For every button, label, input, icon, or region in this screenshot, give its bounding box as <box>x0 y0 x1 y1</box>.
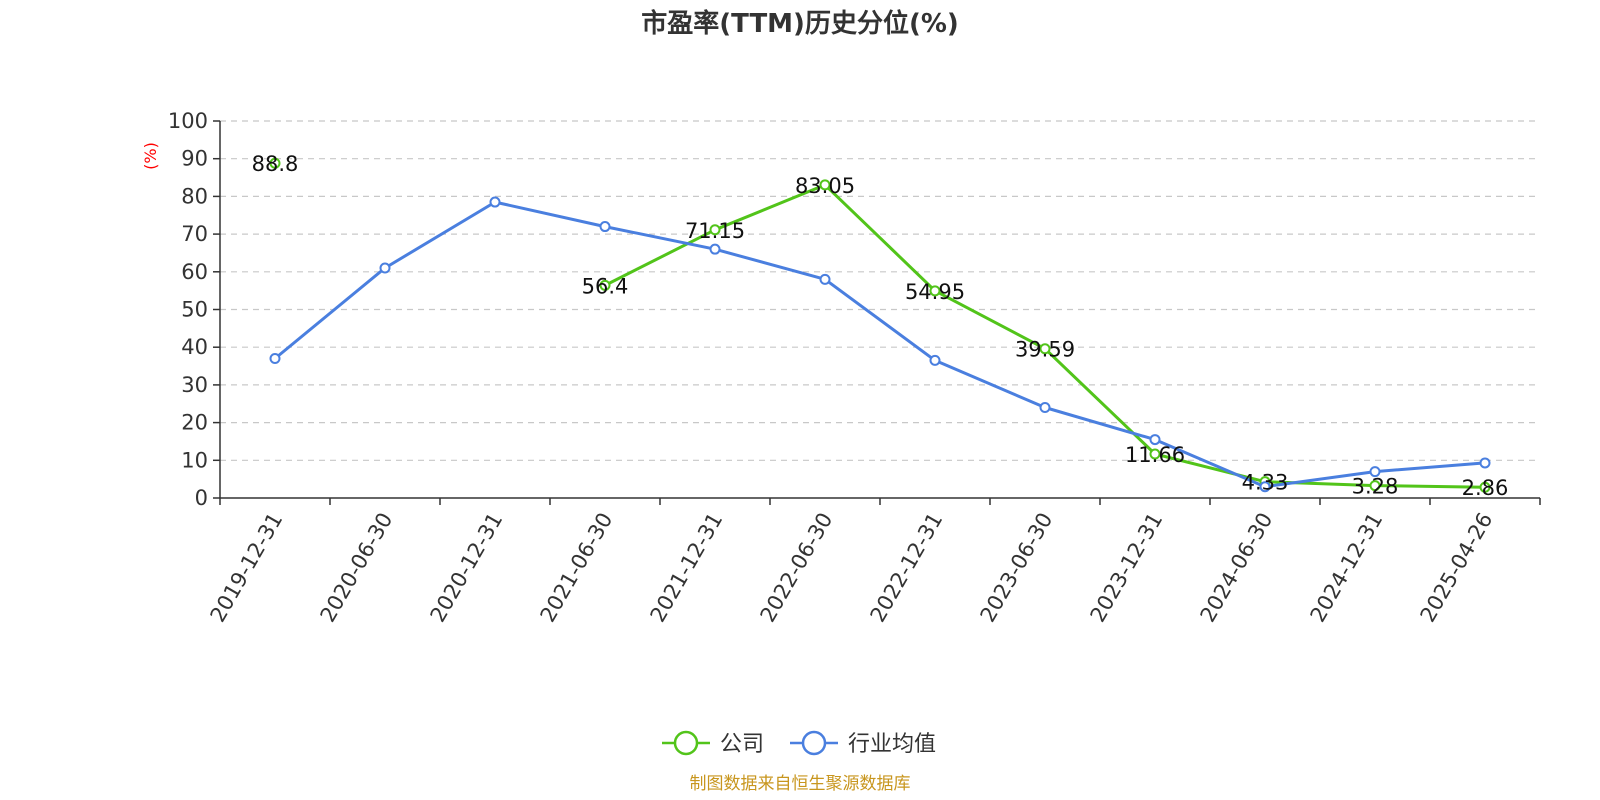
data-label: 4.33 <box>1242 471 1289 495</box>
data-labels: 88.8 56.4 71.15 83.05 54.95 39.59 11.66 4.33 3.2… <box>252 152 1509 500</box>
data-point[interactable] <box>1259 481 1271 493</box>
legend-marker-icon <box>673 730 699 756</box>
legend-marker-icon <box>801 730 827 756</box>
y-tick-label: 90 <box>181 147 208 171</box>
y-tick-label: 10 <box>181 448 208 472</box>
data-point[interactable] <box>599 279 611 291</box>
data-point[interactable] <box>709 224 721 236</box>
x-tick-label: 2019-12-31 <box>206 509 288 627</box>
data-point[interactable] <box>489 196 501 208</box>
data-label: 56.4 <box>582 274 629 298</box>
legend-item-1[interactable]: 行业均值 <box>790 730 936 757</box>
data-point[interactable] <box>1369 466 1381 478</box>
series-lines <box>274 183 1486 489</box>
data-point[interactable] <box>929 354 941 366</box>
data-point[interactable] <box>1369 480 1381 492</box>
y-axis-unit: (%) <box>141 142 160 170</box>
data-label: 39.59 <box>1015 338 1075 362</box>
data-point[interactable] <box>379 262 391 274</box>
y-tick-label: 60 <box>181 260 208 284</box>
data-point[interactable] <box>819 273 831 285</box>
data-point[interactable] <box>1149 448 1161 460</box>
source-note: 制图数据来自恒生聚源数据库 <box>690 774 911 794</box>
grid <box>220 120 1540 461</box>
x-ticks: 2019-12-31 2020-06-30 2020-12-31 2021-06-30… <box>206 498 1541 627</box>
x-tick-label: 2020-12-31 <box>426 509 508 627</box>
data-label: 54.95 <box>905 280 965 304</box>
data-label: 2.86 <box>1462 476 1509 500</box>
x-tick-label: 2022-12-31 <box>866 509 948 627</box>
x-tick-label: 2025-04-26 <box>1416 509 1498 627</box>
x-tick-label: 2021-12-31 <box>646 509 728 627</box>
data-point[interactable] <box>599 221 611 233</box>
legend[interactable]: 公司 行业均值 <box>662 730 936 757</box>
data-point[interactable] <box>709 243 721 255</box>
data-label: 3.28 <box>1352 475 1399 499</box>
y-tick-label: 100 <box>168 109 208 133</box>
y-tick-label: 30 <box>181 373 208 397</box>
legend-label: 行业均值 <box>848 732 936 757</box>
y-tick-label: 70 <box>181 222 208 246</box>
x-tick-label: 2023-12-31 <box>1086 509 1168 627</box>
data-point[interactable] <box>819 179 831 191</box>
data-label: 71.15 <box>685 219 745 243</box>
y-tick-label: 20 <box>181 411 208 435</box>
data-label: 83.05 <box>795 174 855 198</box>
x-tick-label: 2021-06-30 <box>536 509 618 627</box>
data-point[interactable] <box>1479 481 1491 493</box>
data-point[interactable] <box>1479 457 1491 469</box>
data-point[interactable] <box>1149 434 1161 446</box>
data-point[interactable] <box>1039 343 1051 355</box>
y-tick-label: 50 <box>181 298 208 322</box>
x-tick-label: 2024-06-30 <box>1196 509 1278 627</box>
legend-item-0[interactable]: 公司 <box>662 730 764 757</box>
data-point[interactable] <box>269 353 281 365</box>
data-point[interactable] <box>929 285 941 297</box>
y-tick-label: 80 <box>181 184 208 208</box>
data-label: 11.66 <box>1125 443 1185 467</box>
x-tick-label: 2023-06-30 <box>976 509 1058 627</box>
y-ticks: 0 10 20 30 40 50 60 70 80 90 100 <box>168 109 220 510</box>
x-tick-label: 2024-12-31 <box>1306 509 1388 627</box>
data-label: 88.8 <box>252 152 299 176</box>
y-tick-label: 40 <box>181 335 208 359</box>
legend-label: 公司 <box>720 732 764 757</box>
data-point[interactable] <box>269 157 281 169</box>
series-line-1 <box>274 200 1486 489</box>
chart-title: 市盈率(TTM)历史分位(%) <box>641 8 959 39</box>
x-tick-label: 2022-06-30 <box>756 509 838 627</box>
series-points <box>269 157 1491 493</box>
y-tick-label: 0 <box>195 486 208 510</box>
x-tick-label: 2020-06-30 <box>316 509 398 627</box>
data-point[interactable] <box>1039 402 1051 414</box>
